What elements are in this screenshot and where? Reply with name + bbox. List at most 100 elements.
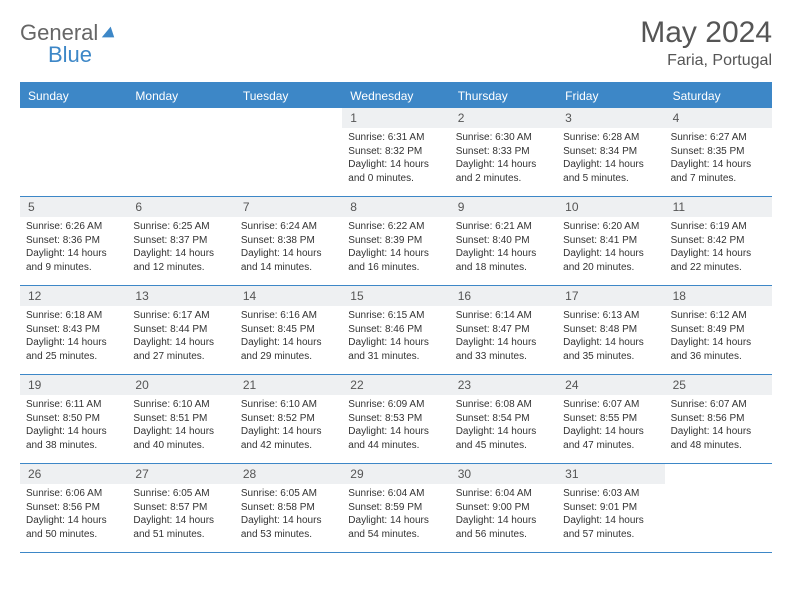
day-number: 12 bbox=[20, 286, 127, 306]
week-row: 19Sunrise: 6:11 AMSunset: 8:50 PMDayligh… bbox=[20, 375, 772, 464]
day-number: 16 bbox=[450, 286, 557, 306]
daylight-line: Daylight: 14 hours and 45 minutes. bbox=[456, 425, 551, 452]
sunrise-line: Sunrise: 6:07 AM bbox=[563, 398, 658, 412]
day-body: Sunrise: 6:14 AMSunset: 8:47 PMDaylight:… bbox=[450, 306, 557, 369]
day-cell-16: 16Sunrise: 6:14 AMSunset: 8:47 PMDayligh… bbox=[450, 286, 557, 374]
day-body: Sunrise: 6:10 AMSunset: 8:51 PMDaylight:… bbox=[127, 395, 234, 458]
day-cell-19: 19Sunrise: 6:11 AMSunset: 8:50 PMDayligh… bbox=[20, 375, 127, 463]
day-body: Sunrise: 6:27 AMSunset: 8:35 PMDaylight:… bbox=[665, 128, 772, 191]
sunrise-line: Sunrise: 6:27 AM bbox=[671, 131, 766, 145]
day-number: 28 bbox=[235, 464, 342, 484]
sunset-line: Sunset: 8:47 PM bbox=[456, 323, 551, 337]
empty-cell bbox=[127, 108, 234, 196]
daylight-line: Daylight: 14 hours and 12 minutes. bbox=[133, 247, 228, 274]
day-number: 20 bbox=[127, 375, 234, 395]
logo-text-blue: Blue bbox=[48, 42, 117, 68]
sunset-line: Sunset: 9:01 PM bbox=[563, 501, 658, 515]
day-number: 8 bbox=[342, 197, 449, 217]
daylight-line: Daylight: 14 hours and 44 minutes. bbox=[348, 425, 443, 452]
empty-cell bbox=[235, 108, 342, 196]
sunrise-line: Sunrise: 6:31 AM bbox=[348, 131, 443, 145]
daylight-line: Daylight: 14 hours and 57 minutes. bbox=[563, 514, 658, 541]
day-body: Sunrise: 6:11 AMSunset: 8:50 PMDaylight:… bbox=[20, 395, 127, 458]
sunrise-line: Sunrise: 6:17 AM bbox=[133, 309, 228, 323]
day-body: Sunrise: 6:13 AMSunset: 8:48 PMDaylight:… bbox=[557, 306, 664, 369]
day-cell-2: 2Sunrise: 6:30 AMSunset: 8:33 PMDaylight… bbox=[450, 108, 557, 196]
sunrise-line: Sunrise: 6:22 AM bbox=[348, 220, 443, 234]
sunrise-line: Sunrise: 6:14 AM bbox=[456, 309, 551, 323]
empty-cell bbox=[665, 464, 772, 552]
daylight-line: Daylight: 14 hours and 5 minutes. bbox=[563, 158, 658, 185]
day-number: 5 bbox=[20, 197, 127, 217]
day-body: Sunrise: 6:22 AMSunset: 8:39 PMDaylight:… bbox=[342, 217, 449, 280]
sunset-line: Sunset: 8:43 PM bbox=[26, 323, 121, 337]
day-cell-10: 10Sunrise: 6:20 AMSunset: 8:41 PMDayligh… bbox=[557, 197, 664, 285]
header: GeneralBlue May 2024 Faria, Portugal bbox=[20, 16, 772, 70]
sunrise-line: Sunrise: 6:08 AM bbox=[456, 398, 551, 412]
sunrise-line: Sunrise: 6:05 AM bbox=[133, 487, 228, 501]
sunset-line: Sunset: 8:44 PM bbox=[133, 323, 228, 337]
daylight-line: Daylight: 14 hours and 47 minutes. bbox=[563, 425, 658, 452]
day-body: Sunrise: 6:12 AMSunset: 8:49 PMDaylight:… bbox=[665, 306, 772, 369]
daylight-line: Daylight: 14 hours and 33 minutes. bbox=[456, 336, 551, 363]
day-body: Sunrise: 6:15 AMSunset: 8:46 PMDaylight:… bbox=[342, 306, 449, 369]
daylight-line: Daylight: 14 hours and 40 minutes. bbox=[133, 425, 228, 452]
daylight-line: Daylight: 14 hours and 31 minutes. bbox=[348, 336, 443, 363]
day-cell-26: 26Sunrise: 6:06 AMSunset: 8:56 PMDayligh… bbox=[20, 464, 127, 552]
sunrise-line: Sunrise: 6:04 AM bbox=[348, 487, 443, 501]
sunset-line: Sunset: 8:34 PM bbox=[563, 145, 658, 159]
sunrise-line: Sunrise: 6:11 AM bbox=[26, 398, 121, 412]
sunrise-line: Sunrise: 6:18 AM bbox=[26, 309, 121, 323]
title-block: May 2024 Faria, Portugal bbox=[640, 16, 772, 70]
sunrise-line: Sunrise: 6:19 AM bbox=[671, 220, 766, 234]
dayname-friday: Friday bbox=[557, 84, 664, 108]
sunrise-line: Sunrise: 6:30 AM bbox=[456, 131, 551, 145]
day-body: Sunrise: 6:21 AMSunset: 8:40 PMDaylight:… bbox=[450, 217, 557, 280]
dayname-saturday: Saturday bbox=[665, 84, 772, 108]
sunrise-line: Sunrise: 6:28 AM bbox=[563, 131, 658, 145]
dayname-sunday: Sunday bbox=[20, 84, 127, 108]
sunrise-line: Sunrise: 6:26 AM bbox=[26, 220, 121, 234]
sunset-line: Sunset: 8:58 PM bbox=[241, 501, 336, 515]
sunrise-line: Sunrise: 6:13 AM bbox=[563, 309, 658, 323]
day-cell-15: 15Sunrise: 6:15 AMSunset: 8:46 PMDayligh… bbox=[342, 286, 449, 374]
daylight-line: Daylight: 14 hours and 29 minutes. bbox=[241, 336, 336, 363]
sunrise-line: Sunrise: 6:12 AM bbox=[671, 309, 766, 323]
day-number: 7 bbox=[235, 197, 342, 217]
day-number: 24 bbox=[557, 375, 664, 395]
day-cell-9: 9Sunrise: 6:21 AMSunset: 8:40 PMDaylight… bbox=[450, 197, 557, 285]
day-body: Sunrise: 6:09 AMSunset: 8:53 PMDaylight:… bbox=[342, 395, 449, 458]
sunset-line: Sunset: 8:42 PM bbox=[671, 234, 766, 248]
daylight-line: Daylight: 14 hours and 20 minutes. bbox=[563, 247, 658, 274]
day-body: Sunrise: 6:19 AMSunset: 8:42 PMDaylight:… bbox=[665, 217, 772, 280]
sunrise-line: Sunrise: 6:09 AM bbox=[348, 398, 443, 412]
day-body: Sunrise: 6:06 AMSunset: 8:56 PMDaylight:… bbox=[20, 484, 127, 547]
day-body: Sunrise: 6:30 AMSunset: 8:33 PMDaylight:… bbox=[450, 128, 557, 191]
dayname-thursday: Thursday bbox=[450, 84, 557, 108]
day-cell-13: 13Sunrise: 6:17 AMSunset: 8:44 PMDayligh… bbox=[127, 286, 234, 374]
sunset-line: Sunset: 8:45 PM bbox=[241, 323, 336, 337]
sunset-line: Sunset: 8:33 PM bbox=[456, 145, 551, 159]
sunrise-line: Sunrise: 6:10 AM bbox=[241, 398, 336, 412]
daylight-line: Daylight: 14 hours and 54 minutes. bbox=[348, 514, 443, 541]
day-body: Sunrise: 6:05 AMSunset: 8:58 PMDaylight:… bbox=[235, 484, 342, 547]
sunset-line: Sunset: 8:41 PM bbox=[563, 234, 658, 248]
dayname-tuesday: Tuesday bbox=[235, 84, 342, 108]
day-cell-28: 28Sunrise: 6:05 AMSunset: 8:58 PMDayligh… bbox=[235, 464, 342, 552]
day-body: Sunrise: 6:17 AMSunset: 8:44 PMDaylight:… bbox=[127, 306, 234, 369]
daylight-line: Daylight: 14 hours and 51 minutes. bbox=[133, 514, 228, 541]
sunset-line: Sunset: 9:00 PM bbox=[456, 501, 551, 515]
day-body: Sunrise: 6:10 AMSunset: 8:52 PMDaylight:… bbox=[235, 395, 342, 458]
day-number: 13 bbox=[127, 286, 234, 306]
sunrise-line: Sunrise: 6:07 AM bbox=[671, 398, 766, 412]
daylight-line: Daylight: 14 hours and 35 minutes. bbox=[563, 336, 658, 363]
sunset-line: Sunset: 8:54 PM bbox=[456, 412, 551, 426]
day-cell-11: 11Sunrise: 6:19 AMSunset: 8:42 PMDayligh… bbox=[665, 197, 772, 285]
day-number: 31 bbox=[557, 464, 664, 484]
dayname-monday: Monday bbox=[127, 84, 234, 108]
sunset-line: Sunset: 8:39 PM bbox=[348, 234, 443, 248]
day-cell-4: 4Sunrise: 6:27 AMSunset: 8:35 PMDaylight… bbox=[665, 108, 772, 196]
day-number: 2 bbox=[450, 108, 557, 128]
day-cell-5: 5Sunrise: 6:26 AMSunset: 8:36 PMDaylight… bbox=[20, 197, 127, 285]
day-number: 6 bbox=[127, 197, 234, 217]
